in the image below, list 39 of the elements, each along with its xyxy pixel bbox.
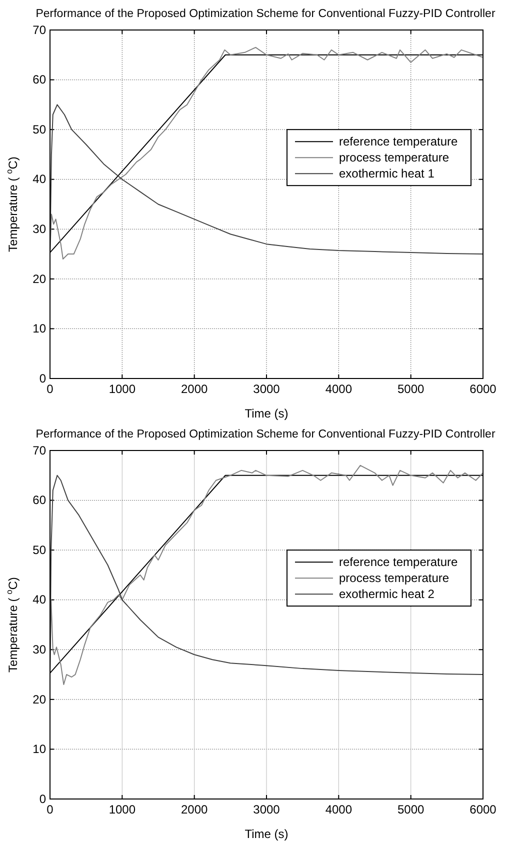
x-tick-label: 3000 <box>253 382 280 396</box>
x-tick-label: 6000 <box>470 382 497 396</box>
x-tick-label: 6000 <box>470 802 497 817</box>
y-tick-label: 10 <box>32 322 46 336</box>
x-tick-label: 4000 <box>325 382 352 396</box>
y-tick-label: 0 <box>39 792 46 806</box>
chart-title: Performance of the Proposed Optimization Scheme for Conventional Fuzzy-PID Controller <box>36 428 496 440</box>
y-tick-label: 30 <box>32 642 46 656</box>
x-axis-title: Time (s) <box>244 827 288 841</box>
legend-label: exothermic heat 1 <box>339 166 435 181</box>
y-tick-label: 60 <box>32 72 46 87</box>
x-tick-label: 2000 <box>180 382 208 396</box>
x-tick-label: 5000 <box>397 802 425 817</box>
legend-label: reference temperature <box>339 134 458 149</box>
y-tick-label: 60 <box>32 493 46 508</box>
y-tick-label: 30 <box>32 222 46 236</box>
x-tick-label: 1000 <box>108 802 136 817</box>
legend-label: process temperature <box>339 571 450 586</box>
x-tick-label: 3000 <box>253 802 280 817</box>
y-tick-label: 40 <box>32 172 46 186</box>
chart-title: Performance of the Proposed Optimization Scheme for Conventional Fuzzy-PID Controller <box>36 8 496 20</box>
legend-label: reference temperature <box>339 555 458 570</box>
x-tick-label: 2000 <box>180 802 208 817</box>
y-tick-label: 20 <box>32 692 46 706</box>
y-tick-label: 70 <box>32 443 46 458</box>
line-series <box>50 104 484 255</box>
x-tick-label: 4000 <box>325 802 352 817</box>
y-tick-label: 10 <box>32 742 46 756</box>
y-tick-label: 40 <box>32 592 46 607</box>
legend-label: process temperature <box>339 150 450 165</box>
y-tick-label: 20 <box>32 272 46 286</box>
y-tick-label: 50 <box>32 542 46 557</box>
x-tick-label: 5000 <box>397 382 425 396</box>
x-tick-label: 1000 <box>108 382 136 396</box>
y-tick-label: 50 <box>32 122 46 136</box>
x-axis-title: Time (s) <box>244 406 288 420</box>
y-tick-label: 70 <box>32 22 46 37</box>
y-tick-label: 0 <box>39 371 46 386</box>
legend-label: exothermic heat 2 <box>339 587 435 602</box>
